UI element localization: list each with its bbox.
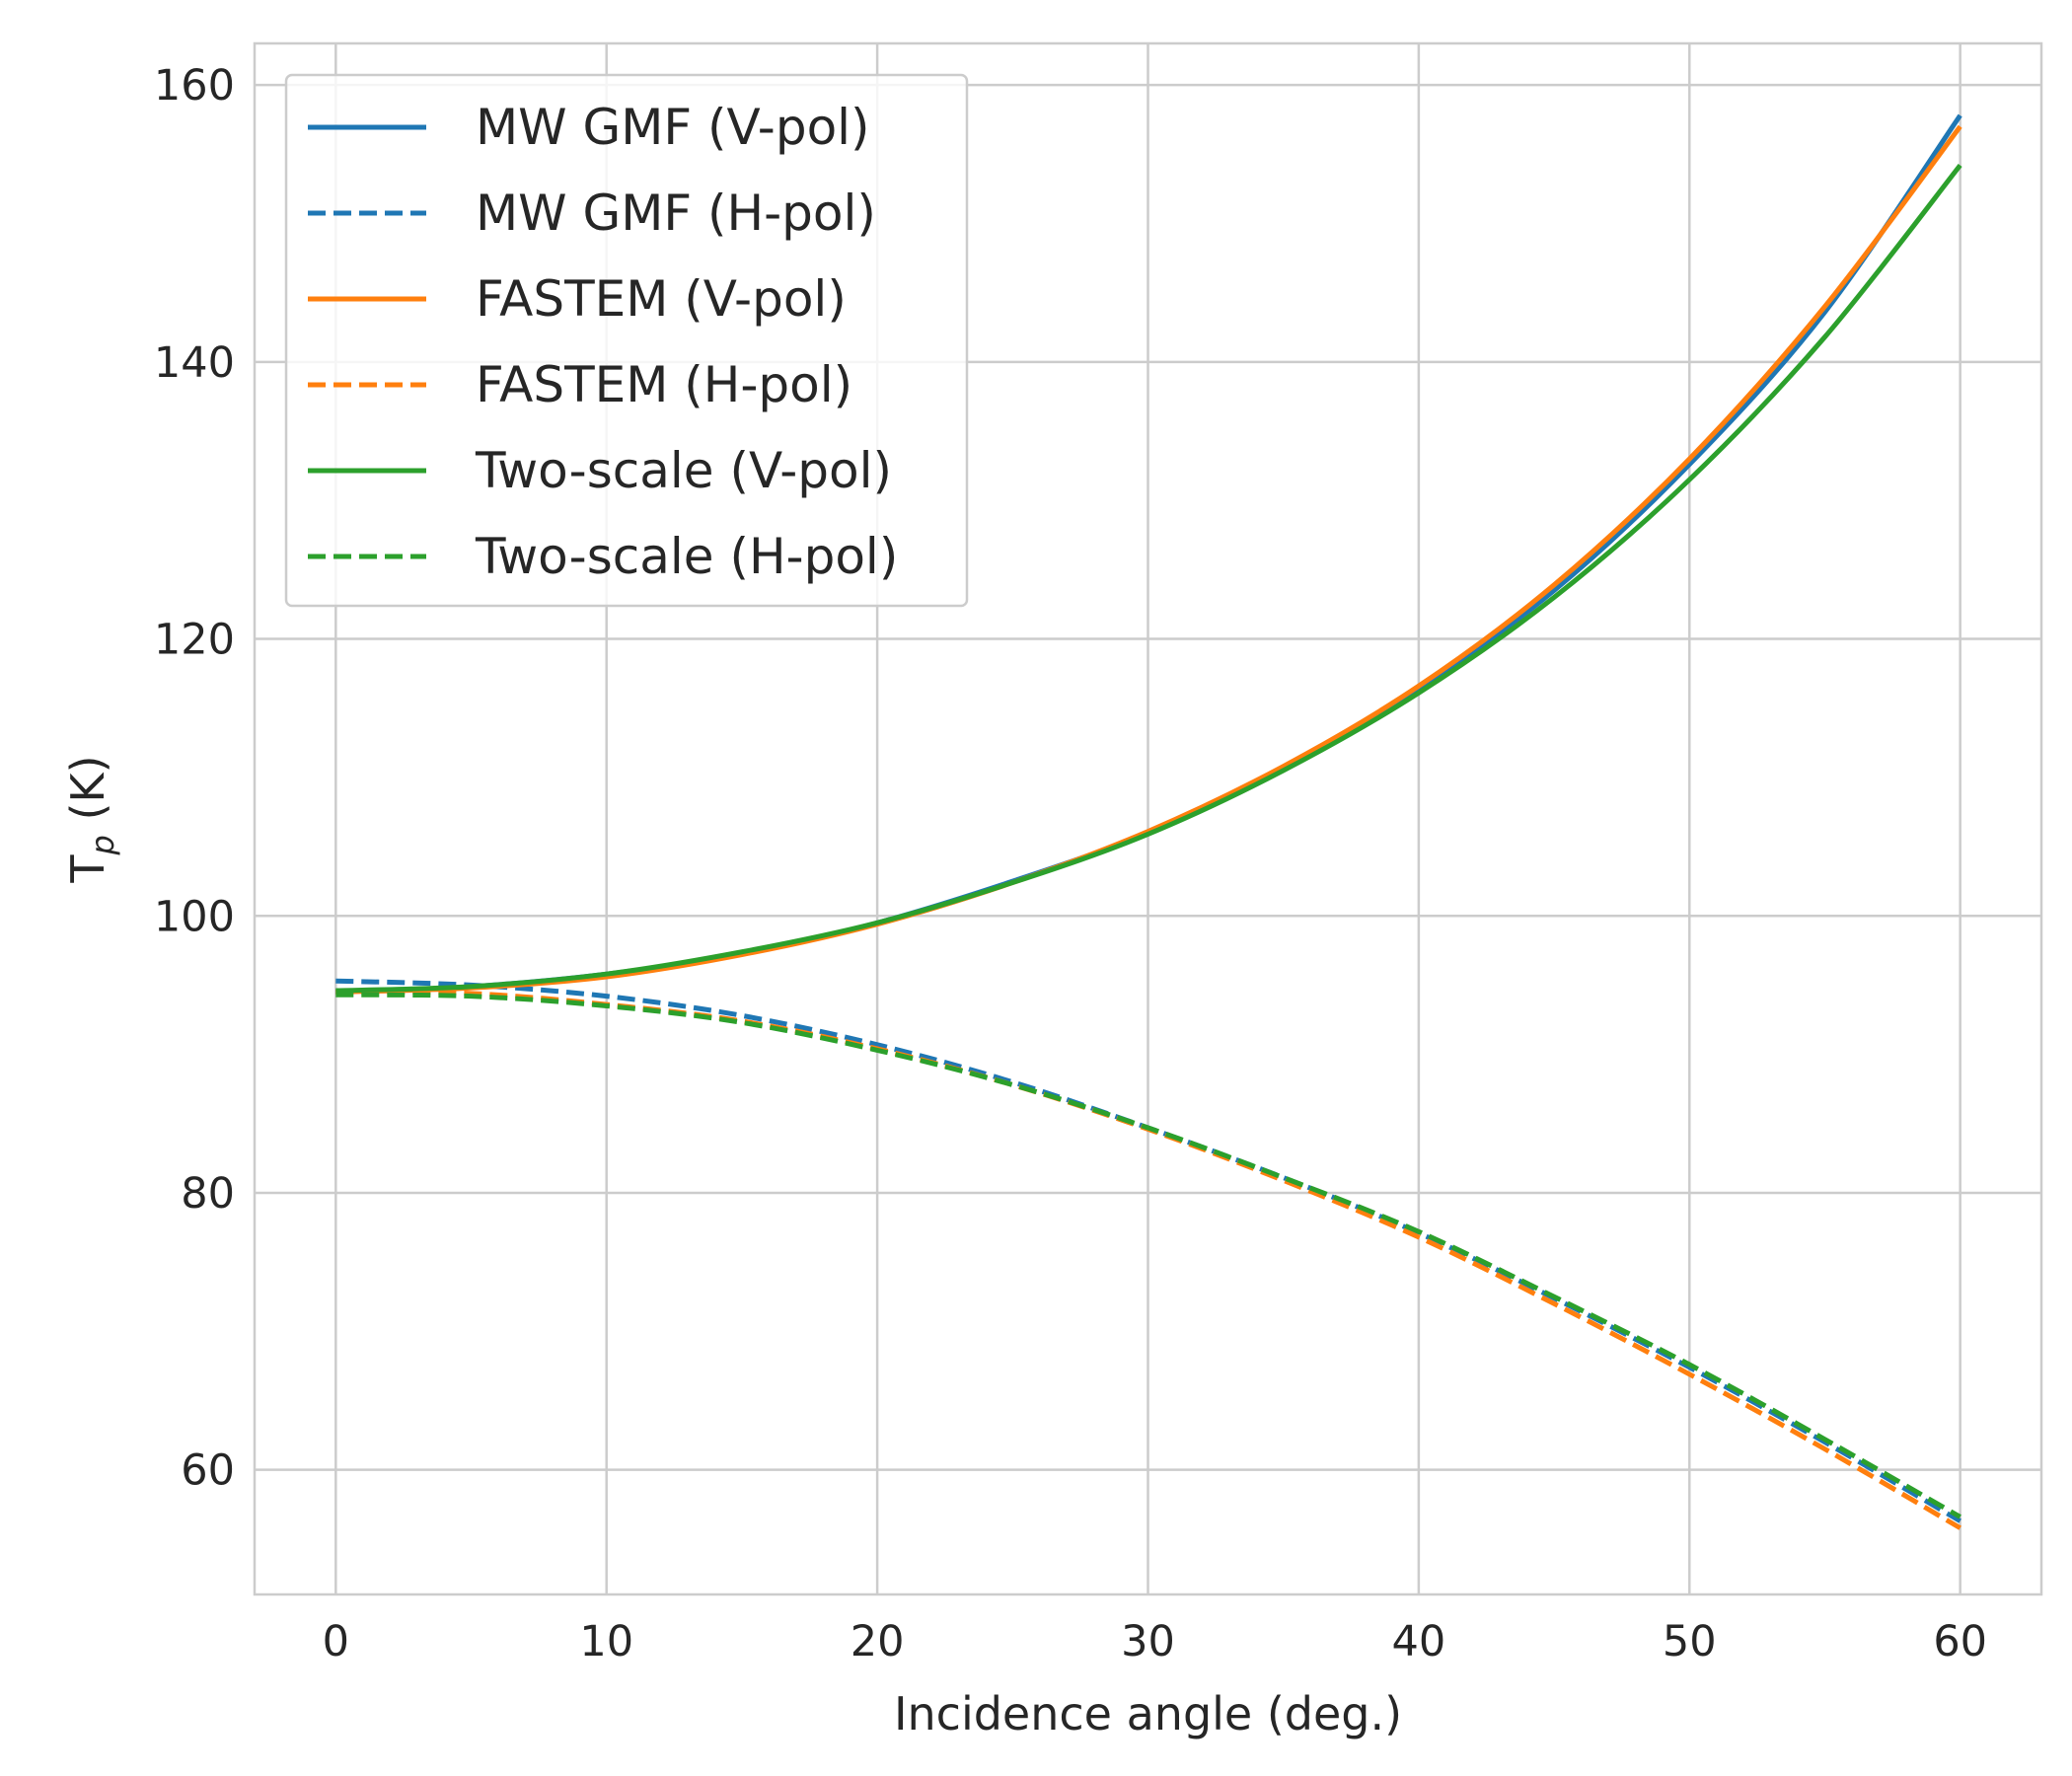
x-tick-label: 0 xyxy=(323,1617,349,1666)
x-axis-label: Incidence angle (deg.) xyxy=(894,1687,1402,1740)
legend-label: FASTEM (H-pol) xyxy=(476,356,852,413)
legend-label: MW GMF (V-pol) xyxy=(476,99,870,156)
x-tick-label: 60 xyxy=(1933,1617,1987,1666)
y-tick-label: 120 xyxy=(154,616,235,665)
legend-item: FASTEM (H-pol) xyxy=(308,356,852,413)
y-axis-label-subscript: p xyxy=(84,835,121,855)
legend-item: MW GMF (H-pol) xyxy=(308,185,876,242)
legend-items: MW GMF (V-pol) MW GMF (H-pol) FASTEM (V-po… xyxy=(308,99,898,585)
legend: MW GMF (V-pol) MW GMF (H-pol) FASTEM (V-po… xyxy=(284,73,969,608)
y-axis-label-suffix: (K) xyxy=(61,755,114,835)
legend-item: MW GMF (V-pol) xyxy=(308,99,870,156)
series-layer xyxy=(335,113,1962,1530)
y-tick-label: 100 xyxy=(154,892,235,941)
legend-label: MW GMF (H-pol) xyxy=(476,185,876,242)
x-tick-label: 20 xyxy=(851,1617,905,1666)
legend-box xyxy=(284,73,969,608)
legend-label: FASTEM (V-pol) xyxy=(476,270,847,328)
x-tick-label: 40 xyxy=(1392,1617,1446,1666)
y-axis-label: Tp (K) xyxy=(61,755,121,883)
series-line-3 xyxy=(335,124,1962,995)
tick-labels: 0 10 20 30 40 50 60 60 80 100 120 140 160 xyxy=(154,61,1987,1666)
y-axis-label-main: T xyxy=(61,854,114,884)
legend-item: FASTEM (V-pol) xyxy=(308,270,847,328)
legend-item: Two-scale (V-pol) xyxy=(308,442,892,499)
series-line-6 xyxy=(335,992,1961,1519)
y-tick-label: 80 xyxy=(181,1169,235,1219)
legend-item: Two-scale (H-pol) xyxy=(308,528,898,585)
y-tick-label: 60 xyxy=(181,1446,235,1496)
x-tick-label: 50 xyxy=(1663,1617,1717,1666)
x-tick-label: 10 xyxy=(579,1617,633,1666)
series-line-5 xyxy=(335,163,1962,994)
legend-label: Two-scale (V-pol) xyxy=(475,442,892,499)
y-tick-label: 160 xyxy=(154,61,235,111)
plot-frame xyxy=(253,41,2043,1596)
y-tick-label: 140 xyxy=(154,338,235,388)
legend-label: Two-scale (H-pol) xyxy=(475,528,898,585)
x-tick-label: 30 xyxy=(1121,1617,1175,1666)
